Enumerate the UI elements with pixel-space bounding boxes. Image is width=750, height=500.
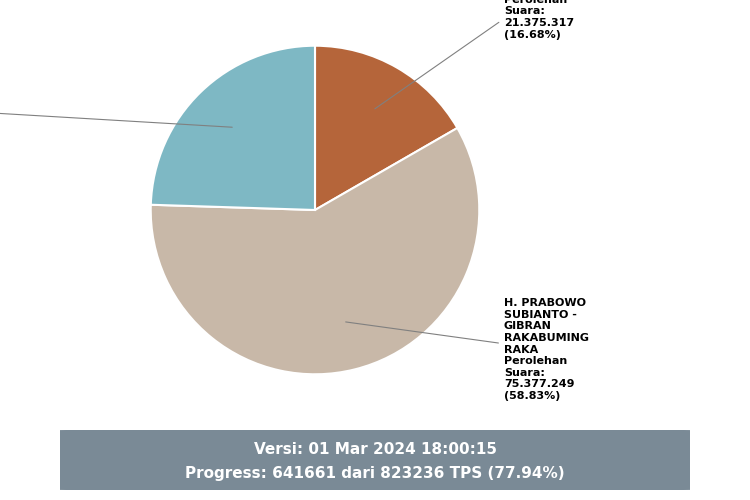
Text: H. GANJAR
PRANOWO,
S.H., M.I.P. -
Prof. Dr. H. M.
MAHFUD MD
Perolehan
Suara:
21.: H. GANJAR PRANOWO, S.H., M.I.P. - Prof. … [375, 0, 592, 109]
Text: Versi: 01 Mar 2024 18:00:15: Versi: 01 Mar 2024 18:00:15 [254, 442, 496, 456]
Text: Progress: 641661 dari 823236 TPS (77.94%): Progress: 641661 dari 823236 TPS (77.94%… [185, 466, 565, 480]
FancyBboxPatch shape [34, 430, 715, 490]
Wedge shape [151, 46, 315, 210]
Text: H. PRABOWO
SUBIANTO -
GIBRAN
RAKABUMING
RAKA
Perolehan
Suara:
75.377.249
(58.83%: H. PRABOWO SUBIANTO - GIBRAN RAKABUMING … [346, 298, 589, 401]
Text: H. ANIES
RASYID
BASWEDAN,
Ph.D. - Dr.
(H.C.) H. A.
MUHAIMIN
ISKANDAR
Perolehan
S: H. ANIES RASYID BASWEDAN, Ph.D. - Dr. (H… [0, 40, 232, 166]
Wedge shape [315, 46, 458, 210]
Wedge shape [151, 128, 479, 374]
